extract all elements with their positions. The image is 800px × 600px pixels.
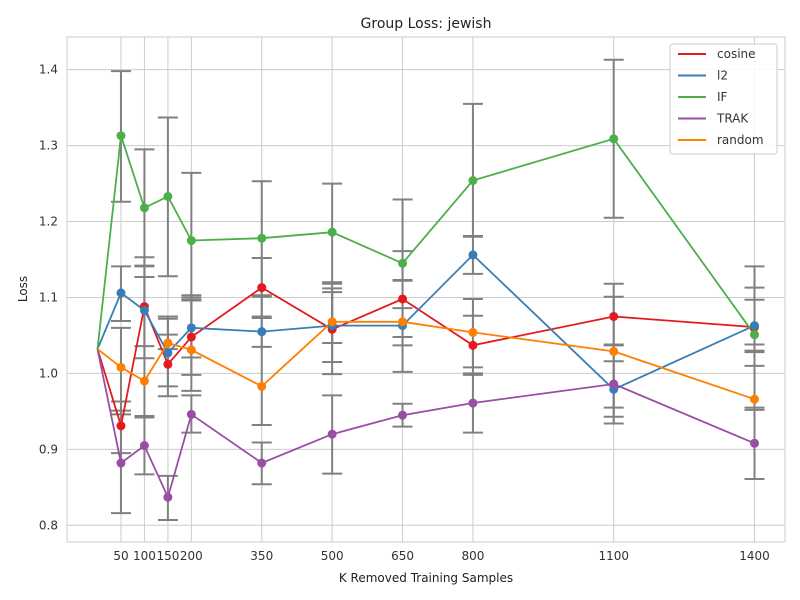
x-tick-label: 1100 (598, 549, 629, 563)
x-tick-labels: 50 100 150 200 350 500 650 800 1100 1400 (113, 549, 769, 563)
y-tick-label: 1.0 (39, 366, 58, 380)
x-tick-label: 100 (133, 549, 156, 563)
chart-title: Group Loss: jewish (361, 16, 492, 32)
data-point-IF (186, 236, 196, 246)
y-tick-label: 0.9 (39, 442, 58, 456)
data-point-cosine (398, 294, 408, 304)
data-point-random (163, 338, 173, 348)
x-tick-label: 200 (180, 549, 203, 563)
x-tick-label: 650 (391, 549, 414, 563)
data-point-l2 (468, 250, 478, 260)
data-point-cosine (468, 340, 478, 350)
data-point-IF (163, 191, 173, 201)
data-point-IF (116, 131, 126, 141)
data-point-l2 (186, 323, 196, 333)
data-point-random (327, 317, 337, 327)
data-point-TRAK (468, 398, 478, 408)
y-tick-label: 1.3 (39, 139, 58, 153)
data-point-IF (468, 176, 478, 186)
data-point-IF (609, 134, 619, 144)
data-point-random (609, 346, 619, 356)
data-point-TRAK (398, 410, 408, 420)
x-tick-label: 150 (156, 549, 179, 563)
data-point-cosine (163, 359, 173, 369)
x-tick-label: 800 (461, 549, 484, 563)
legend-label-l2: l2 (717, 69, 728, 83)
data-point-random (186, 345, 196, 355)
data-point-TRAK (257, 458, 267, 468)
data-point-cosine (186, 332, 196, 342)
y-axis-title: Loss (16, 276, 30, 302)
data-point-random (468, 327, 478, 337)
x-tick-label: 350 (250, 549, 273, 563)
data-point-l2 (257, 327, 267, 337)
y-tick-label: 1.2 (39, 215, 58, 229)
data-point-TRAK (749, 438, 759, 448)
data-point-cosine (609, 311, 619, 321)
data-point-TRAK (327, 429, 337, 439)
data-point-l2 (163, 348, 173, 358)
data-point-TRAK (116, 458, 126, 468)
y-tick-labels: 0.8 0.9 1.0 1.1 1.2 1.3 1.4 (39, 63, 58, 533)
x-tick-label: 50 (113, 549, 128, 563)
legend-label-TRAK: TRAK (716, 112, 749, 126)
series-markers (116, 131, 759, 502)
data-point-l2 (139, 305, 149, 315)
x-axis-title: K Removed Training Samples (339, 571, 513, 585)
data-point-cosine (116, 421, 126, 431)
plot-area (66, 36, 786, 543)
data-point-l2 (116, 288, 126, 298)
legend-label-IF: IF (717, 90, 728, 104)
data-point-TRAK (609, 379, 619, 389)
data-point-cosine (257, 283, 267, 293)
legend-label-random: random (717, 133, 764, 147)
data-point-IF (139, 203, 149, 213)
data-point-TRAK (139, 441, 149, 451)
data-point-random (257, 381, 267, 391)
data-point-IF (749, 330, 759, 340)
data-point-random (116, 362, 126, 372)
legend-box (669, 43, 778, 155)
y-tick-label: 0.8 (39, 518, 58, 532)
legend: cosine l2 IF TRAK random (669, 43, 778, 155)
legend-label-cosine: cosine (717, 47, 756, 61)
y-tick-label: 1.4 (39, 63, 58, 77)
x-tick-label: 1400 (739, 549, 770, 563)
data-point-random (398, 317, 408, 327)
data-point-random (139, 376, 149, 386)
data-point-l2 (749, 321, 759, 331)
data-point-IF (257, 233, 267, 243)
data-point-IF (398, 258, 408, 268)
data-point-IF (327, 227, 337, 237)
data-point-TRAK (186, 409, 196, 419)
data-point-TRAK (163, 492, 173, 502)
y-tick-label: 1.1 (39, 290, 58, 304)
x-tick-label: 500 (321, 549, 344, 563)
data-point-random (749, 394, 759, 404)
